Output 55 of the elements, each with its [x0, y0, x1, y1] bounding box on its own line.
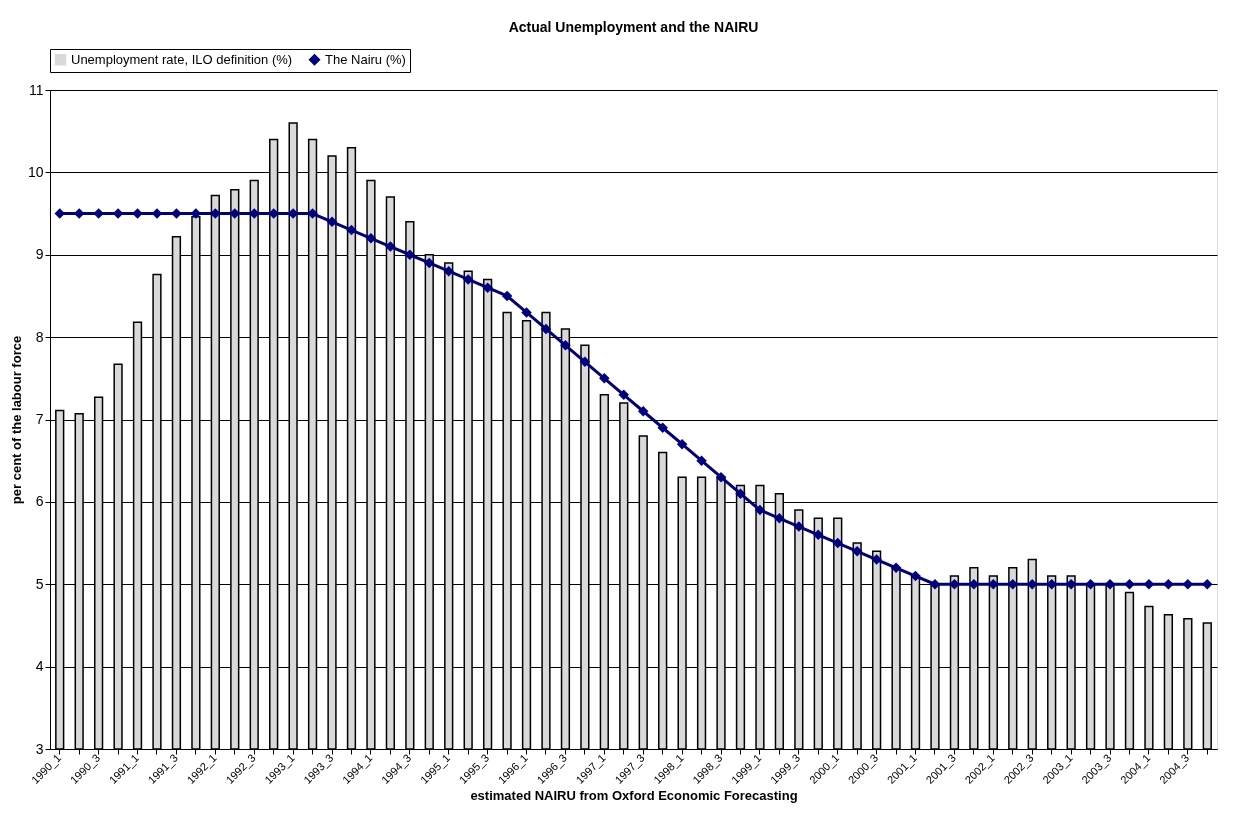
point [715, 471, 727, 483]
point [676, 438, 688, 450]
point [696, 455, 707, 466]
y-tick-label: 5 [35, 575, 44, 592]
point [443, 265, 454, 277]
point [735, 488, 746, 499]
y-tick-label: 6 [35, 493, 44, 510]
point [1143, 579, 1155, 590]
point [540, 323, 552, 335]
point [851, 546, 863, 557]
legend-label: Unemployment rate, ILO definition (%) [71, 51, 293, 67]
point [599, 373, 610, 384]
point [1046, 579, 1057, 590]
point [346, 224, 357, 236]
point [501, 290, 513, 302]
y-tick-label: 10 [27, 163, 44, 180]
point [365, 233, 377, 244]
point [890, 562, 902, 574]
point [1085, 579, 1096, 590]
point [54, 208, 65, 219]
y-tick-label: 4 [35, 658, 44, 675]
point [618, 389, 630, 401]
y-tick-label: 9 [35, 246, 44, 263]
y-tick-label: 8 [35, 328, 44, 345]
point [560, 340, 571, 351]
point [657, 422, 668, 433]
y-axis-title: per cent of the labour force [8, 335, 24, 505]
point [774, 513, 785, 524]
y-tick-label: 7 [35, 411, 44, 427]
y-tick-label: 11 [28, 81, 44, 98]
point [910, 570, 921, 582]
point [132, 208, 143, 219]
legend-label: The Nairu (%) [325, 51, 406, 67]
point [521, 307, 532, 318]
point [754, 504, 766, 516]
x-axis-title: estimated NAIRU from Oxford Economic Forecasting [470, 787, 798, 803]
point [326, 216, 338, 228]
point [832, 537, 843, 549]
point [482, 282, 493, 293]
point [637, 406, 649, 417]
chart-title: Actual Unemployment and the NAIRU [508, 18, 759, 35]
point [424, 257, 435, 269]
point [1163, 579, 1174, 590]
point [793, 521, 805, 532]
point [385, 241, 396, 252]
point [949, 579, 960, 590]
point [579, 356, 591, 368]
y-tick-label: 3 [35, 740, 44, 757]
point [1124, 579, 1135, 590]
point [988, 579, 999, 590]
point [871, 554, 882, 565]
point [1202, 579, 1213, 590]
point [462, 274, 474, 285]
point [404, 249, 416, 260]
point [813, 529, 824, 541]
